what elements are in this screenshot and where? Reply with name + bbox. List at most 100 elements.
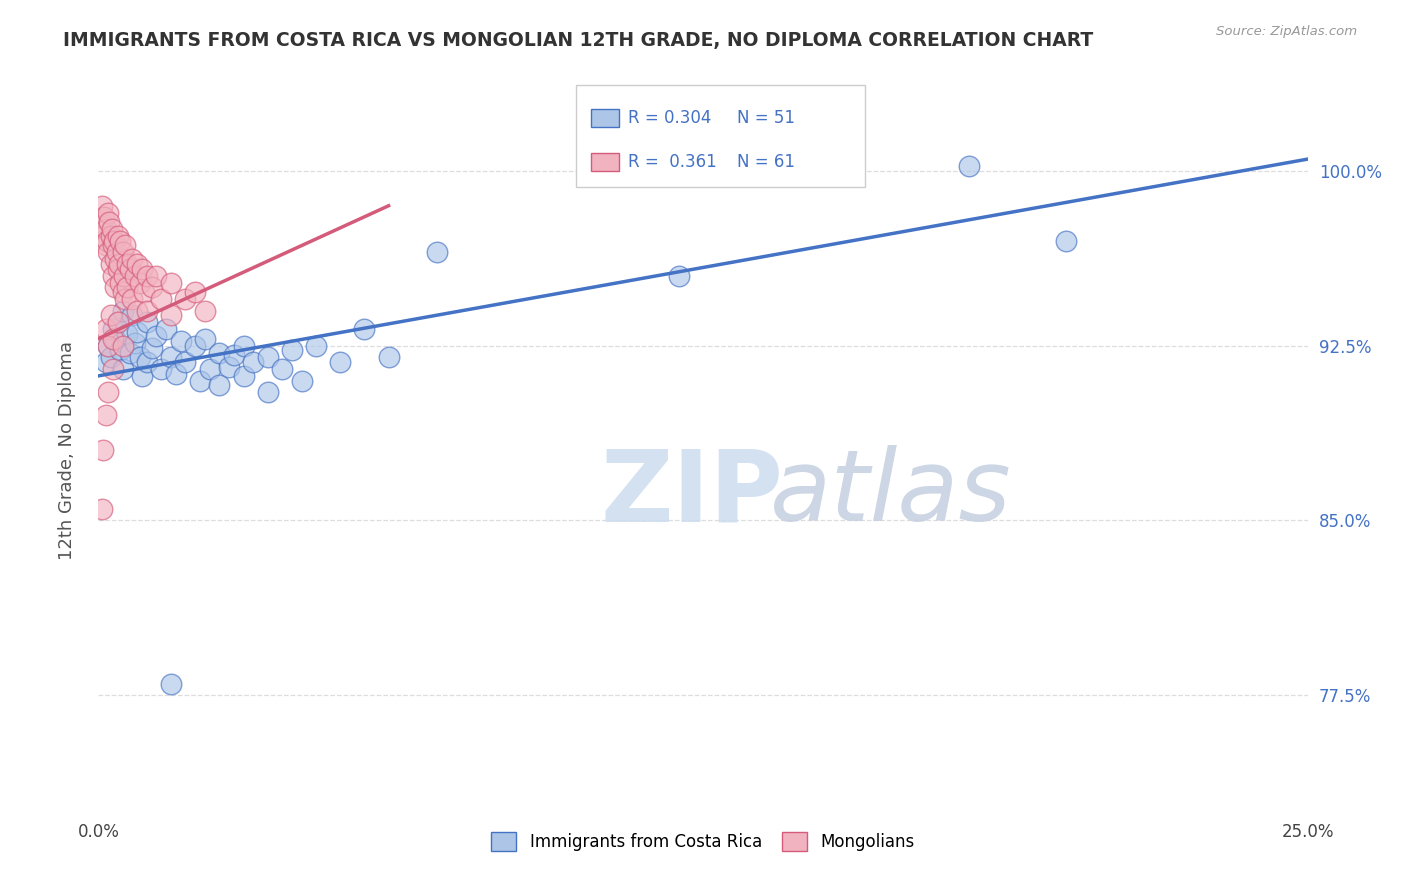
Point bbox=[111, 362, 134, 376]
Point bbox=[90, 215, 112, 229]
Point bbox=[121, 252, 143, 267]
Point bbox=[256, 350, 278, 364]
Text: atlas: atlas bbox=[769, 445, 1011, 542]
Point bbox=[141, 341, 163, 355]
Legend: Immigrants from Costa Rica, Mongolians: Immigrants from Costa Rica, Mongolians bbox=[485, 825, 921, 857]
Point bbox=[101, 362, 124, 376]
Point bbox=[117, 326, 139, 341]
Point bbox=[121, 292, 143, 306]
Point bbox=[155, 322, 177, 336]
Point bbox=[135, 303, 157, 318]
Point bbox=[98, 215, 121, 229]
Point bbox=[108, 234, 131, 248]
Point bbox=[117, 257, 139, 271]
Point bbox=[256, 385, 278, 400]
Point bbox=[169, 334, 191, 348]
Point bbox=[128, 350, 150, 364]
Point bbox=[97, 245, 120, 260]
Point bbox=[194, 332, 217, 346]
Point bbox=[134, 285, 156, 299]
Point bbox=[271, 362, 294, 376]
Point bbox=[1054, 234, 1077, 248]
Point bbox=[124, 336, 146, 351]
Point bbox=[117, 280, 139, 294]
Point bbox=[104, 332, 127, 346]
Point bbox=[160, 350, 183, 364]
Point bbox=[91, 199, 114, 213]
Point bbox=[131, 261, 153, 276]
Text: R = 0.304: R = 0.304 bbox=[628, 109, 711, 127]
Point bbox=[94, 409, 117, 423]
Point bbox=[160, 308, 183, 322]
Point bbox=[127, 257, 149, 271]
Point bbox=[194, 303, 217, 318]
Point bbox=[124, 268, 146, 283]
Point bbox=[135, 268, 157, 283]
Point bbox=[150, 362, 173, 376]
Point bbox=[100, 350, 122, 364]
Point bbox=[101, 222, 124, 236]
Point bbox=[108, 343, 131, 358]
Point bbox=[208, 378, 231, 392]
Point bbox=[135, 355, 157, 369]
Point bbox=[165, 367, 187, 381]
Point bbox=[128, 276, 150, 290]
Point bbox=[107, 315, 129, 329]
Point bbox=[97, 385, 120, 400]
Point bbox=[174, 355, 197, 369]
Point bbox=[112, 268, 135, 283]
Point bbox=[232, 368, 254, 383]
Point bbox=[353, 322, 375, 336]
Point bbox=[91, 443, 114, 458]
Point bbox=[184, 285, 207, 299]
Point bbox=[111, 245, 134, 260]
Point bbox=[97, 338, 120, 352]
Point bbox=[141, 280, 163, 294]
Point bbox=[105, 245, 128, 260]
Point bbox=[218, 359, 240, 374]
Point bbox=[281, 343, 304, 358]
Text: N = 61: N = 61 bbox=[737, 153, 794, 171]
Point bbox=[114, 292, 136, 306]
Text: N = 51: N = 51 bbox=[737, 109, 794, 127]
Point bbox=[290, 374, 312, 388]
Point bbox=[208, 345, 231, 359]
Point bbox=[426, 245, 449, 260]
Point bbox=[104, 252, 127, 267]
Point bbox=[94, 222, 117, 236]
Point bbox=[377, 350, 399, 364]
Point bbox=[101, 238, 124, 252]
Point bbox=[160, 676, 183, 690]
Point bbox=[96, 234, 118, 248]
Point bbox=[107, 261, 129, 276]
Text: Source: ZipAtlas.com: Source: ZipAtlas.com bbox=[1216, 25, 1357, 38]
Point bbox=[111, 338, 134, 352]
Point bbox=[668, 268, 690, 283]
Point bbox=[101, 268, 124, 283]
Point bbox=[135, 315, 157, 329]
Point bbox=[160, 276, 183, 290]
Point bbox=[118, 261, 141, 276]
Point bbox=[127, 325, 149, 339]
Point bbox=[150, 292, 173, 306]
Point bbox=[198, 362, 221, 376]
Point bbox=[114, 238, 136, 252]
Point bbox=[145, 329, 167, 343]
Point bbox=[101, 332, 124, 346]
Point bbox=[131, 368, 153, 383]
Point bbox=[111, 285, 134, 299]
Point bbox=[305, 338, 328, 352]
Point bbox=[329, 355, 352, 369]
Point bbox=[957, 159, 980, 173]
Point bbox=[97, 338, 120, 352]
Point bbox=[104, 280, 127, 294]
Point bbox=[127, 303, 149, 318]
Point bbox=[93, 211, 115, 225]
Point bbox=[101, 322, 124, 336]
Point bbox=[91, 229, 114, 244]
Point bbox=[174, 292, 197, 306]
Point bbox=[100, 257, 122, 271]
Point bbox=[222, 348, 245, 362]
Point bbox=[111, 303, 134, 318]
Point bbox=[103, 234, 125, 248]
